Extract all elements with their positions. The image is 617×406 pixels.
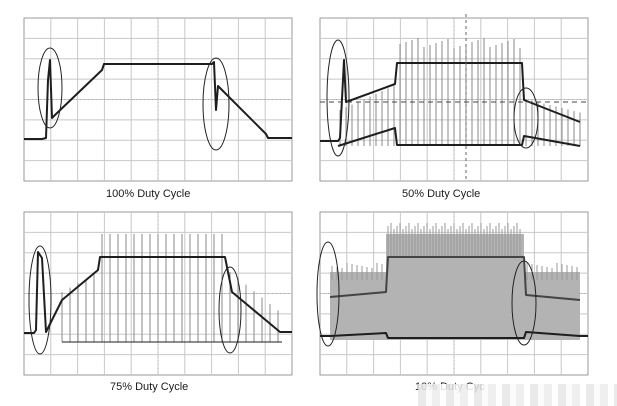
p2-ellipse-right xyxy=(513,87,539,149)
p2-lower-envelope xyxy=(337,127,581,147)
watermark-blur xyxy=(418,384,617,406)
p4-fill-middle xyxy=(386,234,524,340)
p4-ellipse-right xyxy=(511,260,537,346)
p3-ellipse-right xyxy=(218,266,242,354)
p1-graticule xyxy=(23,17,293,182)
p3-trace xyxy=(24,251,292,334)
p1-ellipse-left xyxy=(37,47,63,129)
p2-ellipse-left xyxy=(326,39,350,157)
p3-pulses xyxy=(61,234,279,342)
p4-ellipse-left xyxy=(316,241,340,347)
p4-fill-left xyxy=(330,272,386,340)
p4-lower-envelope xyxy=(320,331,588,339)
caption-75-duty: 75% Duty Cycle xyxy=(110,381,189,393)
p2-upper-envelope xyxy=(320,59,581,142)
p4-pulses xyxy=(331,223,578,280)
p1-ellipse-right xyxy=(202,57,230,151)
p1-trace xyxy=(24,59,292,140)
caption-50-duty: 50% Duty Cycle xyxy=(402,188,481,200)
p4-upper-envelope xyxy=(329,256,581,301)
p4-fill-right xyxy=(524,272,580,340)
p3-ellipse-left xyxy=(28,245,52,355)
caption-100-duty: 100% Duty Cycle xyxy=(106,188,191,200)
